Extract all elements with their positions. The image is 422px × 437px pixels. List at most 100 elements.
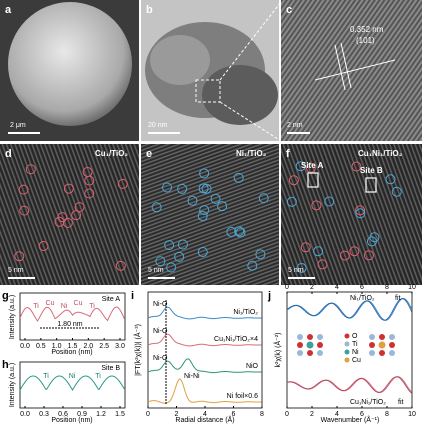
atom-marker <box>197 211 208 222</box>
x-tick-label: 0.5 <box>36 343 46 350</box>
atom-marker <box>351 161 362 172</box>
atom-marker <box>255 249 266 260</box>
panel-title: Cu₁Ni₁/TiO₂ <box>358 149 403 158</box>
panel-label: j <box>267 290 271 302</box>
model-atom <box>389 350 395 356</box>
atom-label: Cu <box>74 300 83 307</box>
x-tick-label: 0 <box>146 411 150 418</box>
panel-label: c <box>286 4 292 16</box>
atom-marker <box>25 164 36 175</box>
atom-label: Ni <box>69 373 76 380</box>
site-label: Site A <box>102 296 121 303</box>
model-atom <box>317 350 323 356</box>
x-tick-label: 4 <box>335 411 339 418</box>
model-atom <box>317 342 323 348</box>
x-tick-label: 1.5 <box>115 411 125 418</box>
bond-label: Ni-Ni <box>184 373 200 380</box>
curve <box>19 375 125 391</box>
atom-label: Ni <box>61 303 68 310</box>
atom-marker <box>288 175 299 186</box>
atom-marker <box>355 208 366 219</box>
scale-bar-label: 2 nm <box>287 122 303 129</box>
atom-marker <box>295 161 306 172</box>
atom-marker <box>286 196 297 207</box>
atom-marker <box>19 205 30 216</box>
model-atom <box>307 350 313 356</box>
panel-b: b 20 nm <box>141 0 282 142</box>
atom-marker <box>391 186 402 197</box>
panel-label: e <box>146 148 152 160</box>
model-atom <box>297 350 303 356</box>
atom-marker <box>174 251 185 262</box>
atom-label: Ti <box>95 373 101 380</box>
panel-title: Ni₁/TiO₂ <box>236 149 267 158</box>
bond-label: Ni-O <box>153 355 168 362</box>
curve <box>286 297 413 321</box>
curve <box>147 358 262 374</box>
atom-label: Cu <box>46 300 55 307</box>
atom-label: Ti <box>89 303 95 310</box>
fit-label: fit <box>398 399 404 406</box>
scale-bar-label: 2 μm <box>10 122 26 129</box>
model-atom <box>297 334 303 340</box>
fit-label: fit <box>395 295 401 302</box>
x-tick-label: 3.0 <box>115 343 125 350</box>
series-label: Ni foil×0.6 <box>227 393 258 400</box>
x-tick-label: 4 <box>203 411 207 418</box>
x-axis-label: Wavenumber (Å⁻¹) <box>321 415 380 424</box>
atom-label: Ti <box>33 303 39 310</box>
x-tick-label: 2.0 <box>83 343 93 350</box>
model-atom <box>369 342 375 348</box>
x-axis-label: Position (nm) <box>51 349 92 356</box>
atom-marker <box>166 262 177 273</box>
atom-marker <box>258 193 269 204</box>
legend-label: Ti <box>352 341 358 348</box>
legend-swatch <box>344 349 350 355</box>
atom-marker <box>369 232 380 243</box>
x-tick-label: 10 <box>408 284 416 291</box>
x-tick-label: 6 <box>360 411 364 418</box>
series-label: Cu₁Ni₁/TiO₂×4 <box>214 336 258 343</box>
x-tick-label: 0.9 <box>77 411 87 418</box>
atom-marker <box>199 205 210 216</box>
atom-marker <box>313 246 324 257</box>
atom-marker <box>363 250 374 261</box>
atom-marker <box>164 240 175 251</box>
atom-marker <box>296 263 307 274</box>
atom-marker <box>63 183 74 194</box>
atom-marker <box>71 210 82 221</box>
atom-marker <box>117 178 128 189</box>
atom-marker <box>234 226 245 237</box>
plots: g Site ATi Cu Ni Cu Ti1.80 nm0.0 0.5 1.0 1.5 2.0 2… <box>2 284 416 424</box>
model-atom <box>369 334 375 340</box>
panel-label: i <box>131 290 134 302</box>
scale-bar-label: 5 nm <box>148 267 164 274</box>
atom-marker <box>233 172 244 183</box>
site-label: Site B <box>101 365 120 372</box>
atom-marker <box>54 216 65 227</box>
legend-swatch <box>344 333 350 339</box>
y-axis-label: Intensity (a.u.) <box>9 363 16 407</box>
curve <box>147 378 262 404</box>
x-tick-label: 0.0 <box>20 411 30 418</box>
x-tick-label: 0.0 <box>20 343 30 350</box>
atom-marker <box>162 182 173 193</box>
atom-marker <box>217 201 228 212</box>
lattice-plane: (101) <box>356 36 375 45</box>
x-tick-label: 8 <box>385 284 389 291</box>
bond-label: Ni-O <box>153 301 168 308</box>
x-tick-label: 6 <box>232 411 236 418</box>
curve <box>286 298 412 321</box>
series-label: Cu₁Ni₁/TiO₂ <box>350 399 386 406</box>
atom-marker <box>177 239 188 250</box>
y-axis-label: Intensity (a.u.) <box>9 295 16 339</box>
panel-label: f <box>286 148 290 160</box>
model-atom <box>389 334 395 340</box>
atom-marker <box>385 174 396 185</box>
panel-label: h <box>2 359 9 371</box>
model-atom <box>297 342 303 348</box>
model-atom <box>379 350 385 356</box>
x-tick-label: 2.5 <box>99 343 109 350</box>
site-label: Site B <box>360 166 383 175</box>
x-tick-label: 8 <box>385 411 389 418</box>
